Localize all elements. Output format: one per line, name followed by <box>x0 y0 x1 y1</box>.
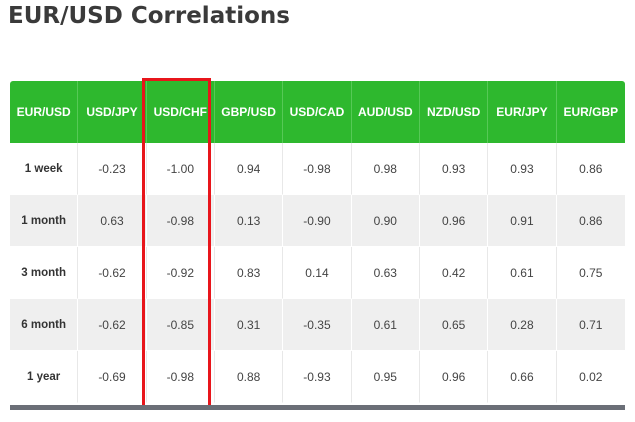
table-cell: -0.62 <box>78 299 147 351</box>
row-label: 1 year <box>10 351 79 403</box>
table-row: 1 week -0.23 -1.00 0.94 -0.98 0.98 0.93 … <box>10 143 625 195</box>
table-cell: 0.96 <box>419 351 489 403</box>
table-cell: -0.62 <box>78 247 147 299</box>
table-header: EUR/USD USD/JPY USD/CHF GBP/USD USD/CAD … <box>10 81 625 143</box>
table-cell: 0.86 <box>556 143 625 195</box>
table-cell: 0.98 <box>351 143 420 195</box>
table-cell: -0.98 <box>146 351 215 403</box>
table-cell: -0.85 <box>146 299 215 351</box>
table-cell: 0.65 <box>419 299 489 351</box>
table-cell: -0.98 <box>146 195 215 247</box>
table-cell: 0.13 <box>214 195 284 247</box>
table-cell: -0.92 <box>146 247 215 299</box>
row-label: 1 week <box>10 143 79 195</box>
table-row: 1 month 0.63 -0.98 0.13 -0.90 0.90 0.96 … <box>10 195 625 247</box>
table-cell: 0.31 <box>214 299 284 351</box>
table-cell: 0.75 <box>556 247 625 299</box>
correlation-table: EUR/USD USD/JPY USD/CHF GBP/USD USD/CAD … <box>10 81 625 403</box>
table-cell: 0.90 <box>351 195 420 247</box>
table-cell: -0.90 <box>283 195 352 247</box>
table-cell: 0.28 <box>488 299 557 351</box>
table-cell: -0.69 <box>78 351 147 403</box>
table-cell: 0.42 <box>419 247 489 299</box>
table-row: 3 month -0.62 -0.92 0.83 0.14 0.63 0.42 … <box>10 247 625 299</box>
table-cell: 0.91 <box>488 195 557 247</box>
table-cell: 0.63 <box>351 247 420 299</box>
row-label: 1 month <box>10 195 79 247</box>
table-body: 1 week -0.23 -1.00 0.94 -0.98 0.98 0.93 … <box>10 143 625 403</box>
header-cell-usdcad: USD/CAD <box>283 81 352 143</box>
page-title: EUR/USD Correlations <box>8 3 290 29</box>
header-cell-usdchf: USD/CHF <box>146 81 215 143</box>
row-label: 6 month <box>10 299 79 351</box>
header-cell-gbpusd: GBP/USD <box>214 81 284 143</box>
table-cell: 0.83 <box>214 247 284 299</box>
table-cell: 0.86 <box>556 195 625 247</box>
header-cell-eurgbp: EUR/GBP <box>556 81 625 143</box>
table-cell: 0.61 <box>488 247 557 299</box>
table-cell: 0.94 <box>214 143 284 195</box>
header-cell-audusd: AUD/USD <box>351 81 420 143</box>
table-row: 1 year -0.69 -0.98 0.88 -0.93 0.95 0.96 … <box>10 351 625 403</box>
header-row: EUR/USD USD/JPY USD/CHF GBP/USD USD/CAD … <box>10 81 625 143</box>
table-cell: -0.93 <box>283 351 352 403</box>
table-cell: -1.00 <box>146 143 215 195</box>
table-cell: -0.23 <box>78 143 147 195</box>
header-cell-usdjpy: USD/JPY <box>78 81 147 143</box>
table-cell: 0.88 <box>214 351 284 403</box>
table-row: 6 month -0.62 -0.85 0.31 -0.35 0.61 0.65… <box>10 299 625 351</box>
table-cell: -0.35 <box>283 299 352 351</box>
header-cell-eurjpy: EUR/JPY <box>488 81 557 143</box>
row-label: 3 month <box>10 247 79 299</box>
table-cell: 0.71 <box>556 299 625 351</box>
table-bottom-bar <box>10 405 625 410</box>
table-cell: 0.93 <box>419 143 489 195</box>
table-cell: 0.93 <box>488 143 557 195</box>
table-cell: 0.63 <box>78 195 147 247</box>
table-cell: 0.66 <box>488 351 557 403</box>
header-cell-eurusd: EUR/USD <box>10 81 79 143</box>
correlation-table-wrapper: EUR/USD USD/JPY USD/CHF GBP/USD USD/CAD … <box>10 81 625 403</box>
table-cell: 0.02 <box>556 351 625 403</box>
header-cell-nzdusd: NZD/USD <box>419 81 489 143</box>
table-cell: 0.95 <box>351 351 420 403</box>
table-cell: 0.14 <box>283 247 352 299</box>
table-cell: 0.96 <box>419 195 489 247</box>
table-cell: -0.98 <box>283 143 352 195</box>
table-cell: 0.61 <box>351 299 420 351</box>
